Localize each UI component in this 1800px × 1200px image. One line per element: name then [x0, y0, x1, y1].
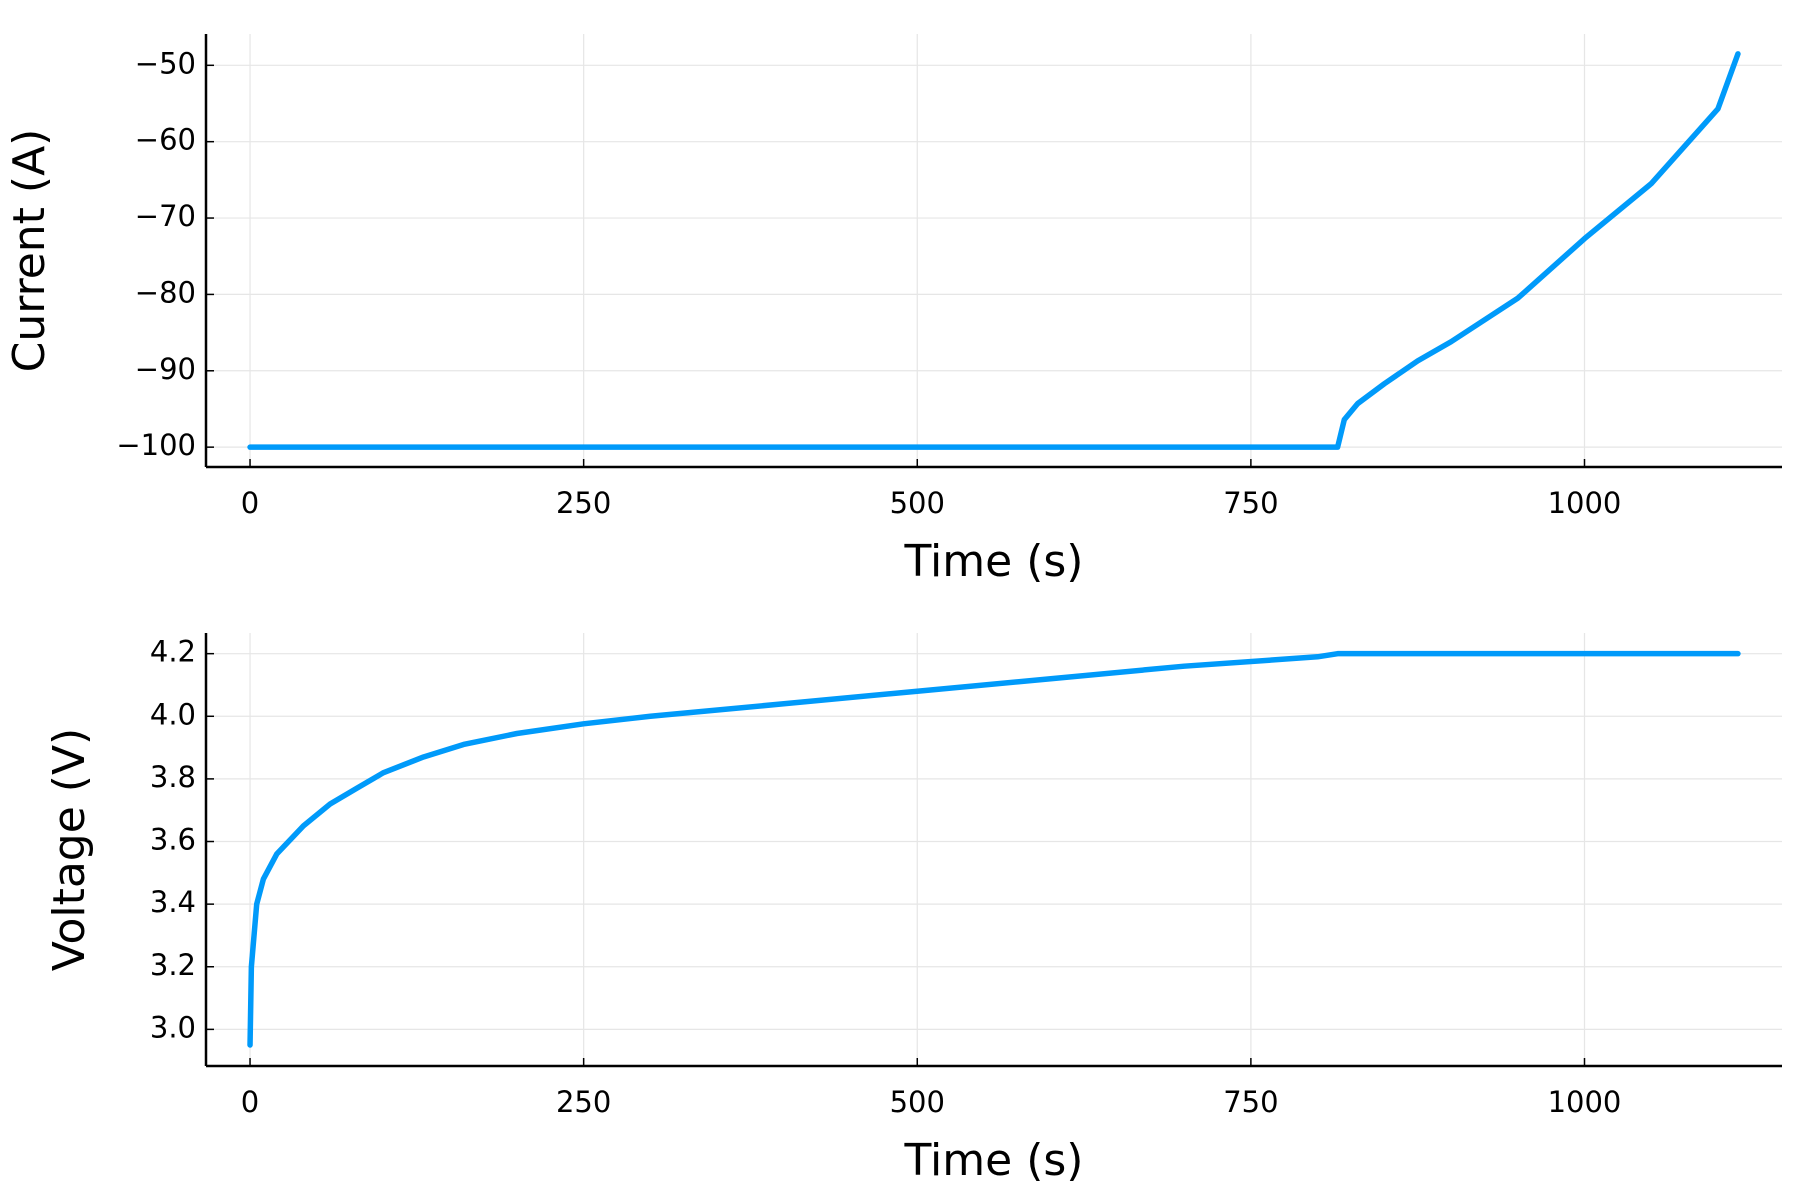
x-tick-label: 750 — [1223, 486, 1278, 520]
y-tick-label: −70 — [135, 199, 196, 233]
data-line — [247, 650, 1741, 1048]
y-tick-label: −50 — [135, 46, 196, 80]
x-tick-label: 500 — [890, 486, 945, 520]
y-tick-label: 3.6 — [150, 823, 196, 857]
x-tick-label: 1000 — [1548, 1085, 1622, 1119]
y-axis-label: Current (A) — [4, 129, 55, 373]
x-tick-label: 500 — [890, 1085, 945, 1119]
y-tick-label: −100 — [116, 428, 196, 462]
y-axis-label: Voltage (V) — [44, 728, 95, 971]
y-tick-label: −60 — [135, 123, 196, 157]
y-tick-label: 3.2 — [150, 948, 196, 982]
y-tick-label: 4.2 — [150, 635, 196, 669]
y-tick-label: 3.4 — [150, 885, 196, 919]
x-tick-label: 750 — [1223, 1085, 1278, 1119]
x-axis-label: Time (s) — [904, 536, 1084, 587]
y-tick-label: −80 — [135, 275, 196, 309]
y-tick-label: 3.8 — [150, 760, 196, 794]
x-tick-label: 0 — [241, 1085, 259, 1119]
x-axis-label: Time (s) — [904, 1135, 1084, 1186]
x-tick-label: 0 — [241, 486, 259, 520]
x-tick-label: 1000 — [1548, 486, 1622, 520]
y-tick-label: 3.0 — [150, 1010, 196, 1044]
data-line — [247, 51, 1741, 450]
y-tick-label: −90 — [135, 352, 196, 386]
y-tick-label: 4.0 — [150, 697, 196, 731]
x-tick-label: 250 — [556, 1085, 611, 1119]
x-tick-label: 250 — [556, 486, 611, 520]
